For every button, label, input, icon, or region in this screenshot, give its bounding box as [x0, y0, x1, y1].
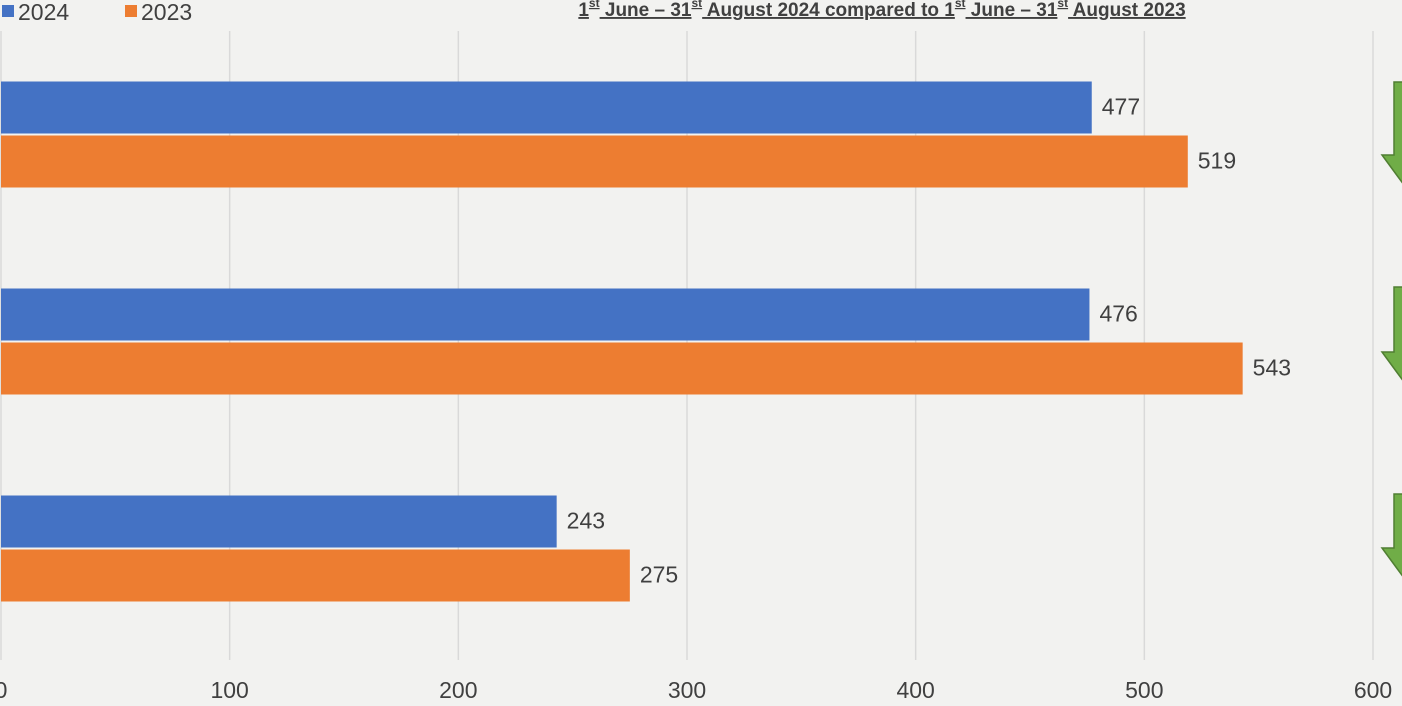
data-label: 477	[1102, 94, 1140, 120]
bar	[1, 549, 630, 602]
data-label: 275	[640, 562, 678, 588]
down-arrow	[1380, 286, 1402, 381]
x-tick-label: 0	[0, 677, 7, 703]
legend-label: 2024	[18, 0, 69, 25]
title-part: st	[589, 0, 600, 10]
down-arrow	[1380, 81, 1402, 184]
bar	[1, 81, 1092, 134]
title-part: August 2024 compared to 1	[702, 0, 955, 21]
title-part: June – 31	[600, 0, 692, 21]
title-part: August 2023	[1068, 0, 1186, 21]
title-part: st	[1057, 0, 1068, 10]
x-tick-label: 100	[210, 677, 248, 703]
legend-swatch	[125, 5, 137, 17]
data-label: 543	[1253, 355, 1291, 381]
bar	[1, 495, 557, 548]
bar	[1, 288, 1090, 341]
x-tick-label: 200	[439, 677, 477, 703]
title-part: 1	[578, 0, 589, 21]
legend-label: 2023	[141, 0, 192, 25]
x-tick-label: 500	[1125, 677, 1163, 703]
data-label: 243	[567, 508, 605, 534]
chart-title: 1st June – 31st August 2024 compared to …	[578, 0, 1185, 21]
x-tick-label: 300	[668, 677, 706, 703]
title-part: June – 31	[966, 0, 1058, 21]
bar	[1, 135, 1188, 188]
legend-swatch	[2, 5, 14, 17]
down-arrow	[1380, 493, 1402, 577]
bar	[1, 342, 1243, 395]
trend-arrows	[1380, 81, 1402, 577]
data-label: 519	[1198, 148, 1236, 174]
x-tick-label: 400	[896, 677, 934, 703]
title-part: st	[691, 0, 702, 10]
data-label: 476	[1099, 301, 1137, 327]
title-part: st	[955, 0, 966, 10]
x-tick-label: 600	[1354, 677, 1392, 703]
